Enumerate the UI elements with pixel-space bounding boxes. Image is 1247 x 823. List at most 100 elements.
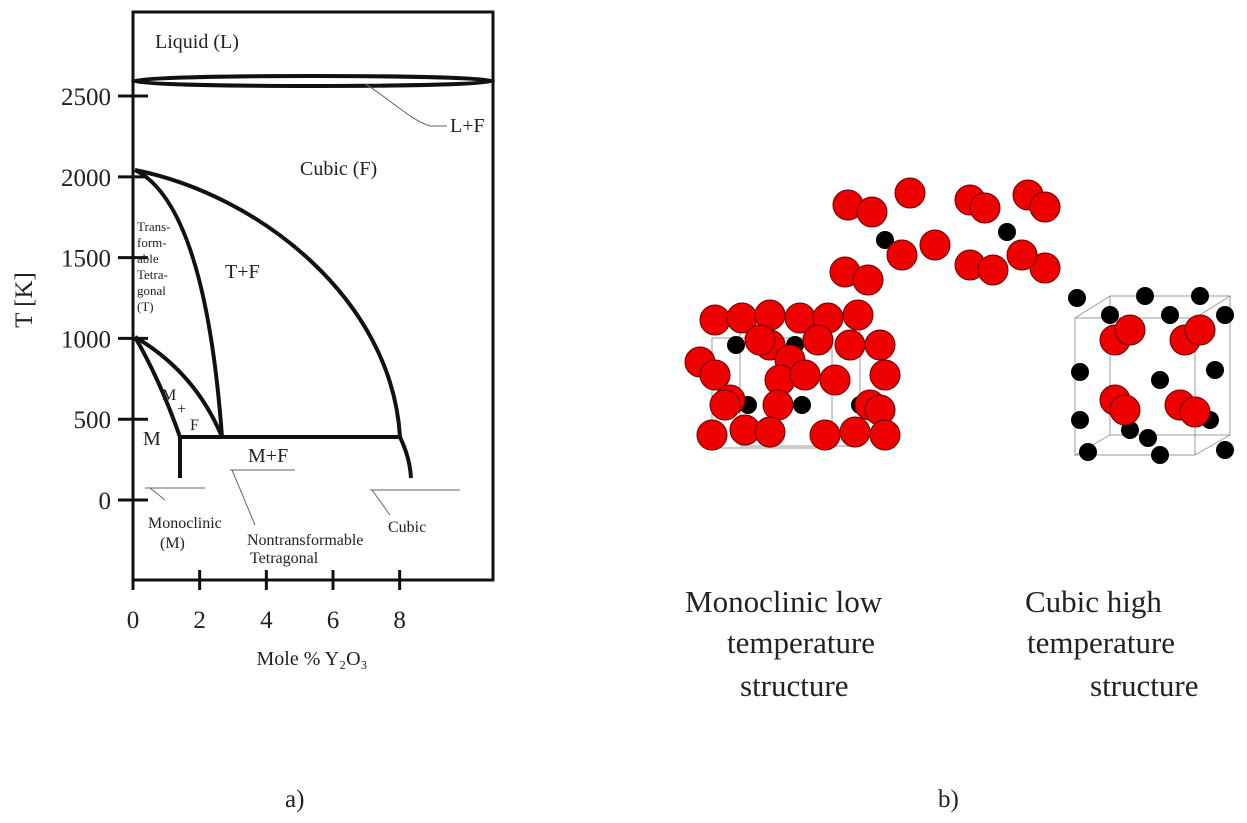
region-label: M [162,387,176,404]
oxygen-atom [886,239,918,271]
oxygen-atom [894,177,926,209]
region-label: F [190,417,199,434]
metal-atom [1071,363,1089,381]
x-tick-label: 2 [193,607,206,634]
panel-label: a) [285,786,304,813]
metal-atom [1101,306,1119,324]
caption: temperature [727,625,875,660]
liquidus-lens [131,74,495,88]
caption: Cubic high [1025,584,1162,619]
y-tick-label: 2000 [61,165,111,192]
oxygen-atom [819,364,851,396]
caption: Monoclinic low [685,584,883,619]
region-label-line: able [137,251,159,266]
x-axis-label: Mole % Y₂O₃ [257,648,368,670]
region-label-line: Tetra- [137,267,168,282]
caption: structure [1090,668,1198,703]
oxygen-atom [809,419,841,451]
y-tick-label: 500 [74,407,112,434]
panel-label: b) [938,786,959,813]
region-label-line: form- [137,235,167,250]
cubic-boundary [134,168,413,479]
oxygen-atom [789,359,821,391]
y-tick-label: 1000 [61,326,111,353]
oxygen-atom [744,324,776,356]
region-label: Liquid (L) [155,31,239,53]
tetragonal-boundary [134,168,224,438]
metal-atom [1191,287,1209,305]
oxygen-atom [1179,396,1211,428]
metal-atom [1216,441,1234,459]
crystal-structures [684,177,1234,464]
metal-atom [1079,443,1097,461]
oxygen-atom [856,196,888,228]
metal-atom [1136,287,1154,305]
caption: structure [740,668,848,703]
region-label: Cubic (F) [300,158,377,180]
y-tick-label: 2500 [61,84,111,111]
axis-ticks: 0 500 1000 1500 2000 2500 0 2 4 6 8 [61,84,406,634]
region-label-line: (T) [137,299,154,314]
leader-line [370,489,460,516]
metal-atom [1151,446,1169,464]
leader-line [230,469,295,526]
note-label: Cubic [388,519,426,536]
leader-line [364,83,447,127]
phase-diagram: 0 500 1000 1500 2000 2500 0 2 4 6 8 Liquid (L) L+F… [11,10,495,670]
oxygen-atom [709,389,741,421]
metal-atom [1139,429,1157,447]
x-tick-label: 6 [327,607,340,634]
oxygen-atom [919,229,951,261]
region-label: M [143,428,161,450]
oxygen-atom [696,419,728,451]
oxygen-atom [699,304,731,336]
metal-atom [1151,371,1169,389]
oxygen-atom [1109,394,1141,426]
oxygen-atom [802,324,834,356]
oxygen-atom [699,359,731,391]
metal-atom [1071,411,1089,429]
metal-atom [1216,306,1234,324]
x-tick-label: 4 [260,607,273,634]
oxygen-atom [969,192,1001,224]
region-label: + [177,401,186,418]
monoclinic-boundary [133,335,182,438]
region-label: L+F [450,115,485,137]
metal-atom [876,231,894,249]
metal-atom [998,223,1016,241]
x-tick-label: 0 [127,607,140,634]
note-label: Tetragonal [250,550,319,567]
oxygen-atom [1006,239,1038,271]
metal-atom [1161,306,1179,324]
oxygen-atom [754,416,786,448]
region-label: T+F [225,261,260,283]
note-label: (M) [160,535,185,552]
y-tick-label: 1500 [61,246,111,273]
note-label: Monoclinic [148,515,222,532]
oxygen-atom [869,359,901,391]
metal-atom [1206,361,1224,379]
monoclinic-cubic-boundary [133,335,224,438]
oxygen-atom [842,299,874,331]
metal-atom [1121,421,1139,439]
y-axis-label: T [K] [11,272,38,328]
oxygen-atom [1029,191,1061,223]
metal-atom [727,336,745,354]
region-label-line: Trans- [137,219,170,234]
oxygen-atom [977,254,1009,286]
oxygen-atom [869,419,901,451]
oxygen-atom [1114,314,1146,346]
region-label-line: gonal [137,283,166,298]
metal-atom [1068,289,1086,307]
metal-atom [793,396,811,414]
region-label: M+F [248,445,288,467]
oxygen-atom [762,389,794,421]
caption: temperature [1027,625,1175,660]
oxygen-atom [1184,314,1216,346]
note-label: Nontransformable [247,532,363,549]
oxygen-atom [839,416,871,448]
leader-line [145,487,205,501]
oxygen-atom [834,329,866,361]
